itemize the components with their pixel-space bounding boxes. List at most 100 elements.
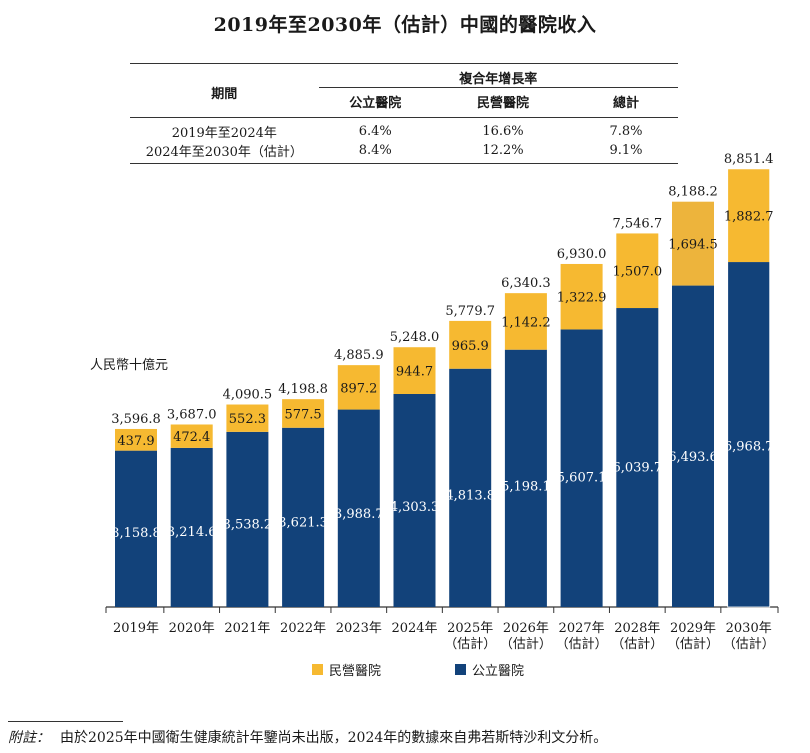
data-label-public: 3,988.7	[334, 507, 384, 522]
data-label-private: 437.9	[117, 434, 154, 449]
footnote: 附註： 由於2025年中國衛生健康統計年鑒尚未出版，2024年的數據來自弗若斯特沙…	[8, 727, 607, 747]
bar-private	[226, 404, 269, 432]
legend-public: 公立醫院	[455, 660, 524, 679]
x-tick-label: 2027年	[559, 621, 605, 636]
cagr-private: 16.6%	[482, 124, 524, 139]
legend-public-swatch	[455, 664, 466, 675]
cagr-total: 9.1%	[609, 143, 643, 158]
bar-public	[282, 427, 325, 607]
legend-public-label: 公立醫院	[472, 664, 525, 679]
x-tick-label: （估計）	[556, 636, 608, 652]
bar-public	[226, 431, 269, 607]
bar-private	[504, 293, 547, 350]
data-label-private: 897.2	[340, 381, 377, 396]
data-label-total: 5,248.0	[390, 330, 440, 345]
footnote-text: 由於2025年中國衛生健康統計年鑒尚未出版，2024年的數據來自弗若斯特沙利文分…	[60, 730, 608, 746]
cagr-period: 2019年至2024年	[171, 126, 277, 141]
data-label-public: 4,813.8	[445, 488, 495, 503]
bar-private	[115, 428, 157, 451]
data-label-private: 965.9	[452, 339, 489, 354]
x-tick-label: 2019年	[113, 621, 159, 636]
x-tick-label: （估計）	[500, 636, 552, 652]
bar-private	[672, 201, 714, 286]
legend-private-swatch	[312, 664, 323, 675]
x-tick-label: 2021年	[224, 621, 270, 636]
data-label-total: 3,687.0	[167, 407, 217, 422]
x-tick-label: 2028年	[614, 621, 660, 636]
bar-private	[616, 233, 659, 309]
data-label-total: 8,851.4	[724, 152, 774, 167]
bar-private	[449, 320, 492, 369]
bar-private	[560, 263, 603, 330]
data-label-private: 552.3	[229, 412, 266, 427]
bar-public	[449, 368, 492, 607]
col-public-header: 公立醫院	[349, 96, 402, 111]
bar-public	[393, 393, 436, 607]
cagr-public: 6.4%	[358, 124, 392, 139]
x-tick-label: 2022年	[280, 621, 326, 636]
x-tick-label: 2030年	[726, 621, 772, 636]
data-label-total: 4,090.5	[223, 388, 273, 403]
bar-public	[337, 409, 380, 607]
data-label-total: 6,930.0	[557, 247, 607, 262]
data-label-private: 577.5	[284, 407, 321, 422]
data-label-private: 472.4	[173, 430, 210, 445]
cagr-row: 2019年至2024年 6.4% 16.6% 7.8%	[130, 118, 678, 141]
data-label-total: 3,596.8	[111, 412, 161, 427]
data-label-public: 6,968.7	[724, 439, 774, 454]
cagr-private: 12.2%	[482, 143, 524, 158]
footnote-lead: 附註：	[8, 730, 50, 746]
data-label-total: 4,198.8	[278, 382, 328, 397]
data-label-private: 1,882.7	[724, 209, 774, 224]
bar-private	[337, 365, 380, 410]
x-tick-label: 2026年	[503, 621, 549, 636]
stacked-bar-chart: 3,158.8 437.9 3,596.8 2019年 3,214.6 472.4 3,68…	[105, 152, 779, 652]
chart-title: 2019年至2030年（估計）中國的醫院收入	[213, 14, 597, 36]
col-total-header: 總計	[612, 96, 639, 111]
legend-private-label: 民營醫院	[329, 664, 382, 679]
data-label-total: 5,779.7	[445, 304, 495, 319]
data-label-private: 1,507.0	[612, 265, 662, 280]
data-label-public: 5,198.1	[501, 480, 551, 495]
data-label-total: 7,546.7	[612, 216, 662, 231]
data-label-total: 6,340.3	[501, 276, 551, 291]
bar-public	[672, 285, 714, 607]
cagr-row: 2024年至2030年（估計） 8.4% 12.2% 9.1%	[130, 141, 678, 164]
x-tick-label: （估計）	[667, 636, 719, 652]
x-tick-label: （估計）	[723, 636, 775, 652]
data-label-public: 6,493.6	[668, 450, 718, 465]
bar-public	[170, 447, 213, 607]
x-tick-label: 2023年	[336, 621, 382, 636]
data-label-total: 4,885.9	[334, 348, 384, 363]
bar-public	[504, 349, 547, 607]
bar-private	[727, 168, 770, 263]
data-label-public: 3,621.3	[278, 516, 328, 531]
data-label-public: 6,039.7	[612, 460, 662, 475]
data-label-private: 1,142.2	[501, 315, 551, 330]
x-tick-label: （估計）	[444, 636, 496, 652]
data-label-public: 3,158.8	[111, 526, 161, 541]
bar-public	[616, 308, 659, 607]
data-label-total: 8,188.2	[668, 185, 718, 200]
bar-public	[115, 450, 157, 607]
data-label-private: 1,322.9	[557, 291, 607, 306]
cagr-total: 7.8%	[609, 124, 643, 139]
cagr-period: 2024年至2030年（估計）	[145, 145, 303, 160]
col-group-header: 複合年增長率	[318, 63, 678, 88]
data-label-public: 5,607.1	[557, 470, 607, 485]
data-label-private: 944.7	[396, 365, 433, 380]
legend-private: 民營醫院	[312, 660, 381, 679]
x-tick-label: 2029年	[670, 621, 716, 636]
col-private-header: 民營醫院	[476, 96, 529, 111]
bar-private	[170, 424, 213, 448]
bar-private	[393, 347, 436, 394]
data-label-public: 3,538.2	[223, 517, 273, 532]
x-tick-label: 2025年	[447, 621, 493, 636]
bar-private	[282, 399, 325, 428]
cagr-public: 8.4%	[358, 143, 392, 158]
col-period-header: 期間	[130, 63, 319, 118]
data-label-public: 3,214.6	[167, 525, 217, 540]
bar-outline	[727, 168, 771, 608]
footnote-rule	[8, 721, 123, 722]
bar-public	[727, 262, 770, 607]
